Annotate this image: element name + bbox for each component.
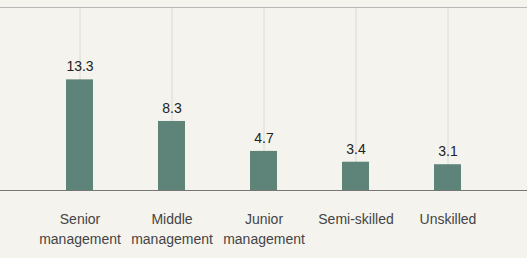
svg-text:Seniormanagement: Seniormanagement <box>39 211 121 247</box>
svg-text:13.3: 13.3 <box>66 58 93 74</box>
svg-text:3.4: 3.4 <box>346 141 366 157</box>
svg-text:Unskilled: Unskilled <box>420 211 477 227</box>
svg-text:Middlemanagement: Middlemanagement <box>131 211 213 247</box>
svg-text:Juniormanagement: Juniormanagement <box>223 211 305 247</box>
svg-text:3.1: 3.1 <box>438 143 458 159</box>
svg-text:Semi-skilled: Semi-skilled <box>318 211 393 227</box>
svg-text:8.3: 8.3 <box>162 100 182 116</box>
svg-text:4.7: 4.7 <box>254 130 274 146</box>
